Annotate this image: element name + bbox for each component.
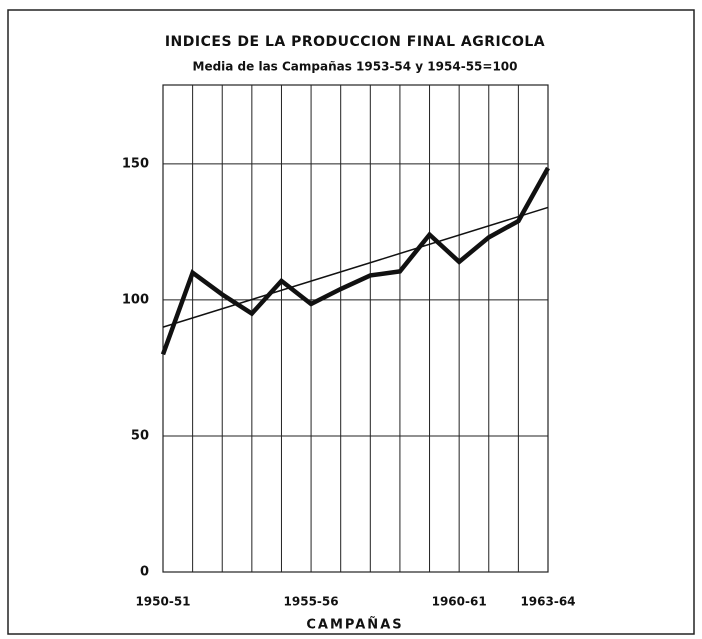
plot-frame <box>162 84 549 573</box>
x-tick-label: 1950-51 <box>135 595 190 609</box>
data-line <box>160 166 550 356</box>
chart-title: INDICES DE LA PRODUCCION FINAL AGRICOLA <box>165 34 545 50</box>
frame <box>7 9 695 635</box>
y-tick-label: 0 <box>140 565 149 580</box>
y-tick-label: 50 <box>131 428 149 443</box>
x-tick-label: 1955-56 <box>284 595 339 609</box>
x-tick-label: 1963-64 <box>520 595 575 609</box>
trend-line <box>162 206 549 328</box>
chart-subtitle: Media de las Campañas 1953-54 y 1954-55=… <box>193 60 518 74</box>
y-tick-label: 100 <box>122 292 149 307</box>
y-tick-label: 150 <box>122 156 149 171</box>
x-axis-label: CAMPAÑAS <box>306 617 403 633</box>
x-tick-label: 1960-61 <box>432 595 487 609</box>
